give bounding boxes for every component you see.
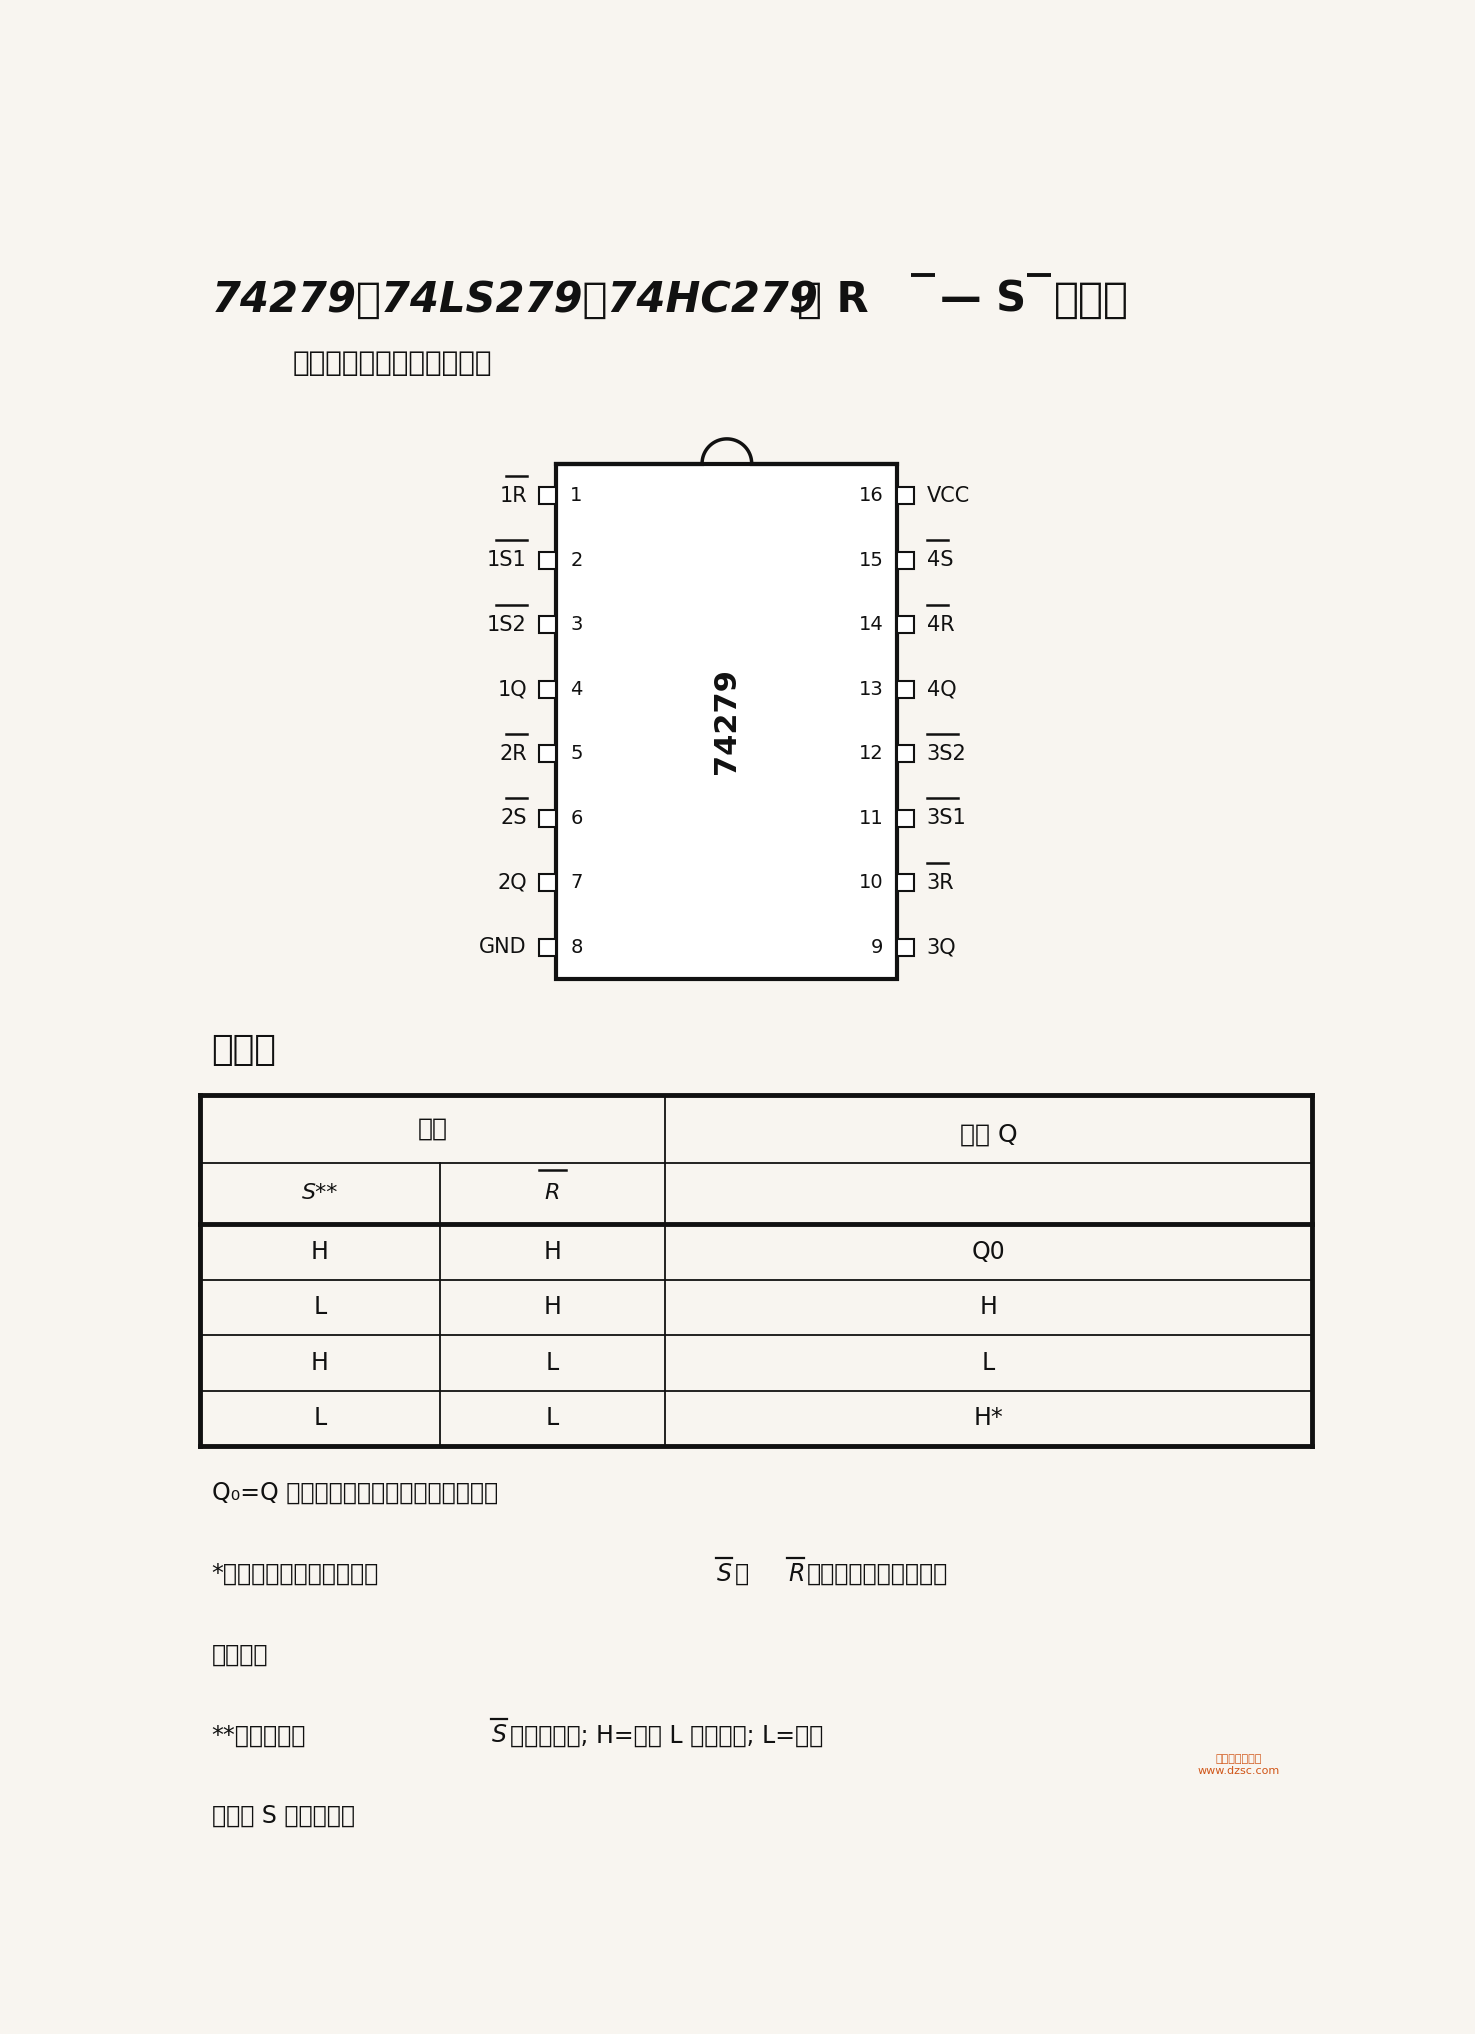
Text: **对于有两个: **对于有两个 [211,1723,305,1747]
Bar [540,551,556,570]
Bar [897,940,914,956]
Text: 14: 14 [858,614,884,635]
Text: 7: 7 [571,873,583,893]
Bar [897,875,914,891]
Text: L: L [313,1405,326,1430]
Bar [540,681,556,698]
Bar [540,875,556,891]
Text: 6: 6 [571,810,583,828]
Bar [540,744,556,763]
Text: 8: 8 [571,938,583,956]
Bar [897,551,914,570]
Text: 四 R: 四 R [796,279,869,321]
Text: 输出 Q: 输出 Q [960,1123,1018,1147]
Text: 锁存器: 锁存器 [1055,279,1128,321]
Text: 4Q: 4Q [926,679,956,700]
Text: 3Q: 3Q [926,938,956,958]
Text: — S: — S [940,279,1027,321]
Bar [540,810,556,826]
Text: 4S: 4S [926,551,953,570]
Text: H: H [544,1296,562,1320]
Text: 1: 1 [571,486,583,504]
Text: 3S2: 3S2 [926,744,966,763]
Text: *此输出电平系假稳定，当: *此输出电平系假稳定，当 [211,1562,379,1587]
Text: 12: 12 [858,744,884,763]
Text: Q0: Q0 [972,1241,1006,1263]
Text: 3R: 3R [926,873,954,893]
Text: H: H [311,1241,329,1263]
Text: 3S1: 3S1 [926,807,966,828]
Bar [897,744,914,763]
Text: R: R [788,1562,804,1587]
Text: 功能表: 功能表 [211,1033,276,1068]
Text: 回到高电平时，不能继: 回到高电平时，不能继 [807,1562,948,1587]
Text: Q₀=Q 在达到所示输入条件之前的电平。: Q₀=Q 在达到所示输入条件之前的电平。 [211,1481,497,1505]
Text: H: H [979,1296,997,1320]
Text: H: H [311,1351,329,1375]
Text: 4: 4 [571,679,583,700]
Text: 1S2: 1S2 [487,614,527,635]
Bar [540,616,556,633]
Text: H: H [544,1241,562,1263]
Text: 15: 15 [858,551,884,570]
Text: S: S [493,1723,507,1747]
Text: H*: H* [974,1405,1003,1430]
Text: 74279、74LS279、74HC279: 74279、74LS279、74HC279 [211,279,819,321]
Text: 输入: 输入 [417,1117,447,1141]
Text: R: R [544,1184,560,1204]
Text: 维库电子市场网
www.dzsc.com: 维库电子市场网 www.dzsc.com [1198,1753,1279,1776]
Text: VCC: VCC [926,486,971,506]
Text: 续保持。: 续保持。 [211,1641,268,1666]
Text: S: S [717,1562,732,1587]
Bar [897,810,914,826]
Bar [540,940,556,956]
Text: 2: 2 [571,551,583,570]
Text: 13: 13 [858,679,884,700]
Text: 3: 3 [571,614,583,635]
Text: 输入锁存器; H=两个 L 输入为高; L=一个: 输入锁存器; H=两个 L 输入为高; L=一个 [510,1723,823,1747]
Text: 2S: 2S [500,807,527,828]
Bar [897,681,914,698]
Text: 1Q: 1Q [497,679,527,700]
Text: 74279: 74279 [712,669,742,775]
Text: L: L [982,1351,996,1375]
Text: 5: 5 [571,744,583,763]
Text: L: L [546,1351,559,1375]
Text: 4R: 4R [926,614,954,635]
Text: 2R: 2R [500,744,527,763]
Bar [540,488,556,504]
Text: 1S1: 1S1 [487,551,527,570]
Text: L: L [546,1405,559,1430]
Text: 2Q: 2Q [497,873,527,893]
Text: 双嵌位输入，图腾柱输出。: 双嵌位输入，图腾柱输出。 [294,350,493,378]
Bar [556,464,897,980]
Text: 16: 16 [858,486,884,504]
Text: 和: 和 [735,1562,749,1587]
Text: L: L [313,1296,326,1320]
Text: S**: S** [302,1184,338,1204]
Text: GND: GND [479,938,527,958]
Bar [897,616,914,633]
Text: 10: 10 [858,873,884,893]
Text: 11: 11 [858,810,884,828]
Text: 或两个 S 输入为低。: 或两个 S 输入为低。 [211,1804,354,1829]
Text: 1R: 1R [500,486,527,506]
Bar [897,488,914,504]
Text: 9: 9 [872,938,884,956]
